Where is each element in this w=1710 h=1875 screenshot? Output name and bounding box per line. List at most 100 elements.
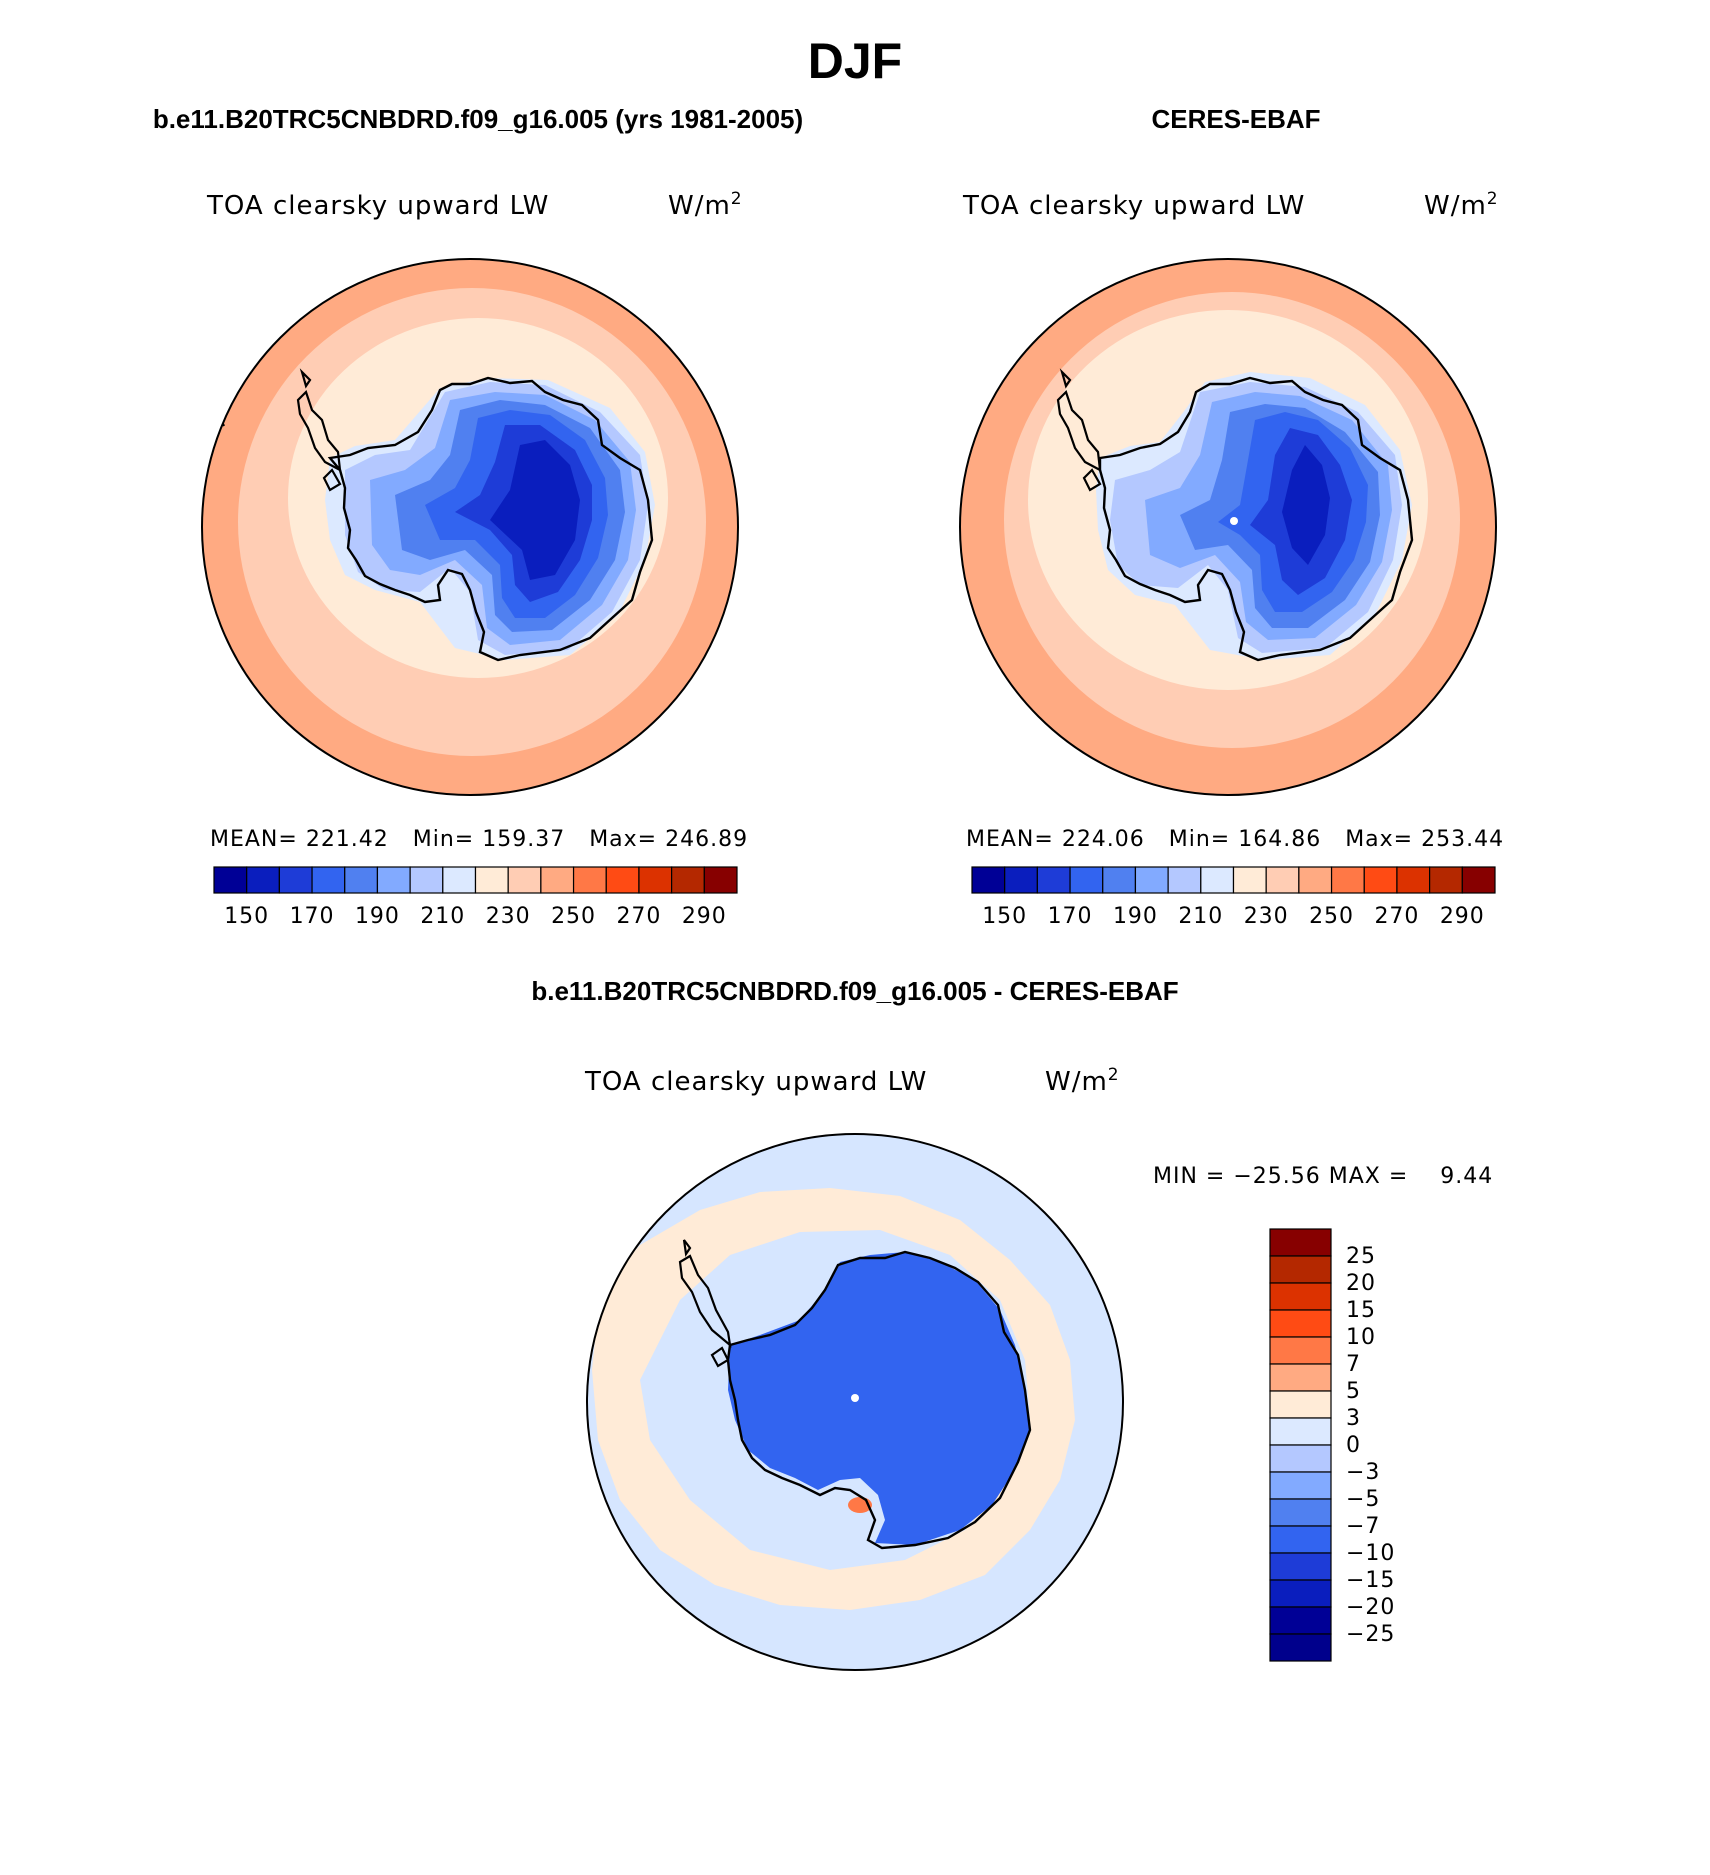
diff-colorbar-swatch: [1269, 1552, 1332, 1581]
panel-diff-map: [587, 1134, 1123, 1670]
season-title: DJF: [808, 33, 902, 89]
diff-colorbar-tick-label: −20: [1346, 1595, 1395, 1620]
pole-hole: [1230, 517, 1238, 525]
panel-left-map: [202, 259, 738, 795]
diff-colorbar-tick-label: −25: [1346, 1622, 1395, 1647]
pole-hole: [851, 1394, 859, 1402]
diff-colorbar-swatch: [1269, 1363, 1332, 1392]
diff-colorbar-tick-label: 5: [1346, 1379, 1361, 1404]
right-colorbar-tick-label: 210: [1178, 904, 1223, 929]
panel-diff-variable: TOA clearsky upward LW: [584, 1067, 927, 1097]
right-colorbar-swatch: [1102, 866, 1137, 894]
left-colorbar-swatch: [376, 866, 411, 894]
diff-colorbar-tick-label: 7: [1346, 1352, 1361, 1377]
diff-colorbar-tick-label: −5: [1346, 1487, 1380, 1512]
left-colorbar-tick-label: 190: [355, 904, 400, 929]
left-colorbar-swatch: [703, 866, 738, 894]
diff-colorbar-swatch: [1269, 1255, 1332, 1284]
left-colorbar-tick-label: 210: [420, 904, 465, 929]
right-colorbar-swatch: [1069, 866, 1104, 894]
right-colorbar-swatch: [1134, 866, 1169, 894]
right-colorbar-swatch: [1200, 866, 1235, 894]
panel-diff: TOA clearsky upward LW W/m2 MIN = −25.56…: [584, 1065, 1493, 1671]
left-colorbar-swatch: [671, 866, 705, 894]
antarctica-level-6: [1282, 445, 1330, 565]
panel-right-header: CERES-EBAF: [1151, 104, 1320, 134]
right-colorbar-swatch: [1298, 866, 1333, 894]
panel-diff-map-border: [586, 1133, 1124, 1671]
left-colorbar-swatch: [409, 866, 444, 894]
antarctic-peninsula: [219, 368, 342, 492]
diff-colorbar-tick-label: 3: [1346, 1406, 1361, 1431]
right-colorbar-tick-label: 190: [1113, 904, 1158, 929]
panel-left-header: b.e11.B20TRC5CNBDRD.f09_g16.005 (yrs 198…: [153, 104, 803, 134]
antarctica-coastline: [1098, 376, 1414, 662]
right-colorbar-tick-label: 170: [1048, 904, 1093, 929]
right-colorbar-tick-label: 150: [982, 904, 1027, 929]
right-colorbar-swatch: [1167, 866, 1202, 894]
antarctic-peninsula: [678, 1239, 732, 1368]
right-colorbar-swatch: [1265, 866, 1300, 894]
right-colorbar-swatch: [1330, 866, 1365, 894]
left-colorbar-swatch: [638, 866, 673, 894]
right-colorbar-swatch: [1396, 866, 1431, 894]
panel-left-units: W/m2: [668, 189, 743, 221]
diff-colorbar-swatch: [1269, 1471, 1332, 1500]
right-colorbar-tick-label: 230: [1244, 904, 1289, 929]
diff-colorbar-tick-label: 10: [1346, 1325, 1376, 1350]
left-colorbar-tick-label: 230: [486, 904, 531, 929]
panel-right-units: W/m2: [1424, 189, 1499, 221]
diff-colorbar-tick-label: 15: [1346, 1298, 1376, 1323]
antarctic-peninsula: [1056, 368, 1102, 492]
diff-colorbar-swatch: [1269, 1282, 1332, 1311]
diff-colorbar-swatch: [1269, 1633, 1332, 1662]
panel-right-variable: TOA clearsky upward LW: [962, 191, 1305, 221]
diff-colorbar-swatch: [1269, 1498, 1332, 1527]
right-colorbar-tick-label: 270: [1374, 904, 1419, 929]
diff-colorbar-swatch: [1269, 1579, 1332, 1608]
diff-colorbar-swatch: [1269, 1606, 1332, 1635]
left-colorbar-swatch: [442, 866, 477, 894]
left-colorbar-swatch: [605, 866, 640, 894]
right-colorbar-swatch: [1036, 866, 1071, 894]
diff-colorbar-tick-label: 25: [1346, 1244, 1376, 1269]
left-colorbar-tick-label: 150: [224, 904, 269, 929]
panel-diff-minmax: MIN = −25.56 MAX = 9.44: [1153, 1164, 1493, 1189]
panel-left: TOA clearsky upward LW W/m2 MEAN= 221.42…: [201, 189, 747, 929]
left-colorbar-swatch: [344, 866, 379, 894]
diff-colorbar-swatch: [1269, 1390, 1332, 1419]
panel-diff-units: W/m2: [1045, 1065, 1120, 1097]
left-colorbar-swatch: [540, 866, 575, 894]
diff-colorbar-swatch: [1269, 1444, 1332, 1473]
diff-colorbar-tick-label: −15: [1346, 1568, 1395, 1593]
left-colorbar-swatch: [474, 866, 509, 894]
antarctica-coastline: [726, 1250, 1032, 1550]
right-colorbar-swatch: [1363, 866, 1398, 894]
antarctica-coastline: [327, 376, 654, 662]
right-colorbar-tick-label: 290: [1440, 904, 1485, 929]
left-colorbar-swatch: [311, 866, 346, 894]
panel-right-map: [960, 259, 1496, 795]
diff-colorbar-swatch: [1269, 1336, 1332, 1365]
diff-title: b.e11.B20TRC5CNBDRD.f09_g16.005 - CERES-…: [531, 976, 1178, 1006]
left-colorbar-swatch: [507, 866, 542, 894]
left-colorbar-swatch: [572, 866, 607, 894]
diff-colorbar-swatch: [1269, 1228, 1332, 1257]
right-colorbar-swatch: [1461, 866, 1496, 894]
panel-right-colorbar: 150 170 190 210 230 250 270 290: [971, 866, 1496, 929]
left-colorbar-tick-label: 290: [682, 904, 727, 929]
diff-colorbar-swatch: [1269, 1417, 1332, 1446]
right-colorbar-swatch: [971, 866, 1006, 894]
antarctica-level-6: [490, 440, 580, 580]
left-colorbar-swatch: [246, 866, 280, 894]
diff-colorbar-tick-label: −10: [1346, 1541, 1395, 1566]
panel-right-map-border: [959, 258, 1497, 796]
left-colorbar-swatch: [278, 866, 313, 894]
panel-right-stats: MEAN= 224.06 Min= 164.86 Max= 253.44: [966, 827, 1504, 852]
diff-colorbar-tick-label: −7: [1346, 1514, 1380, 1539]
right-colorbar-swatch: [1429, 866, 1463, 894]
left-colorbar-swatch: [213, 866, 248, 894]
diff-colorbar-tick-label: −3: [1346, 1460, 1380, 1485]
right-colorbar-swatch: [1232, 866, 1267, 894]
